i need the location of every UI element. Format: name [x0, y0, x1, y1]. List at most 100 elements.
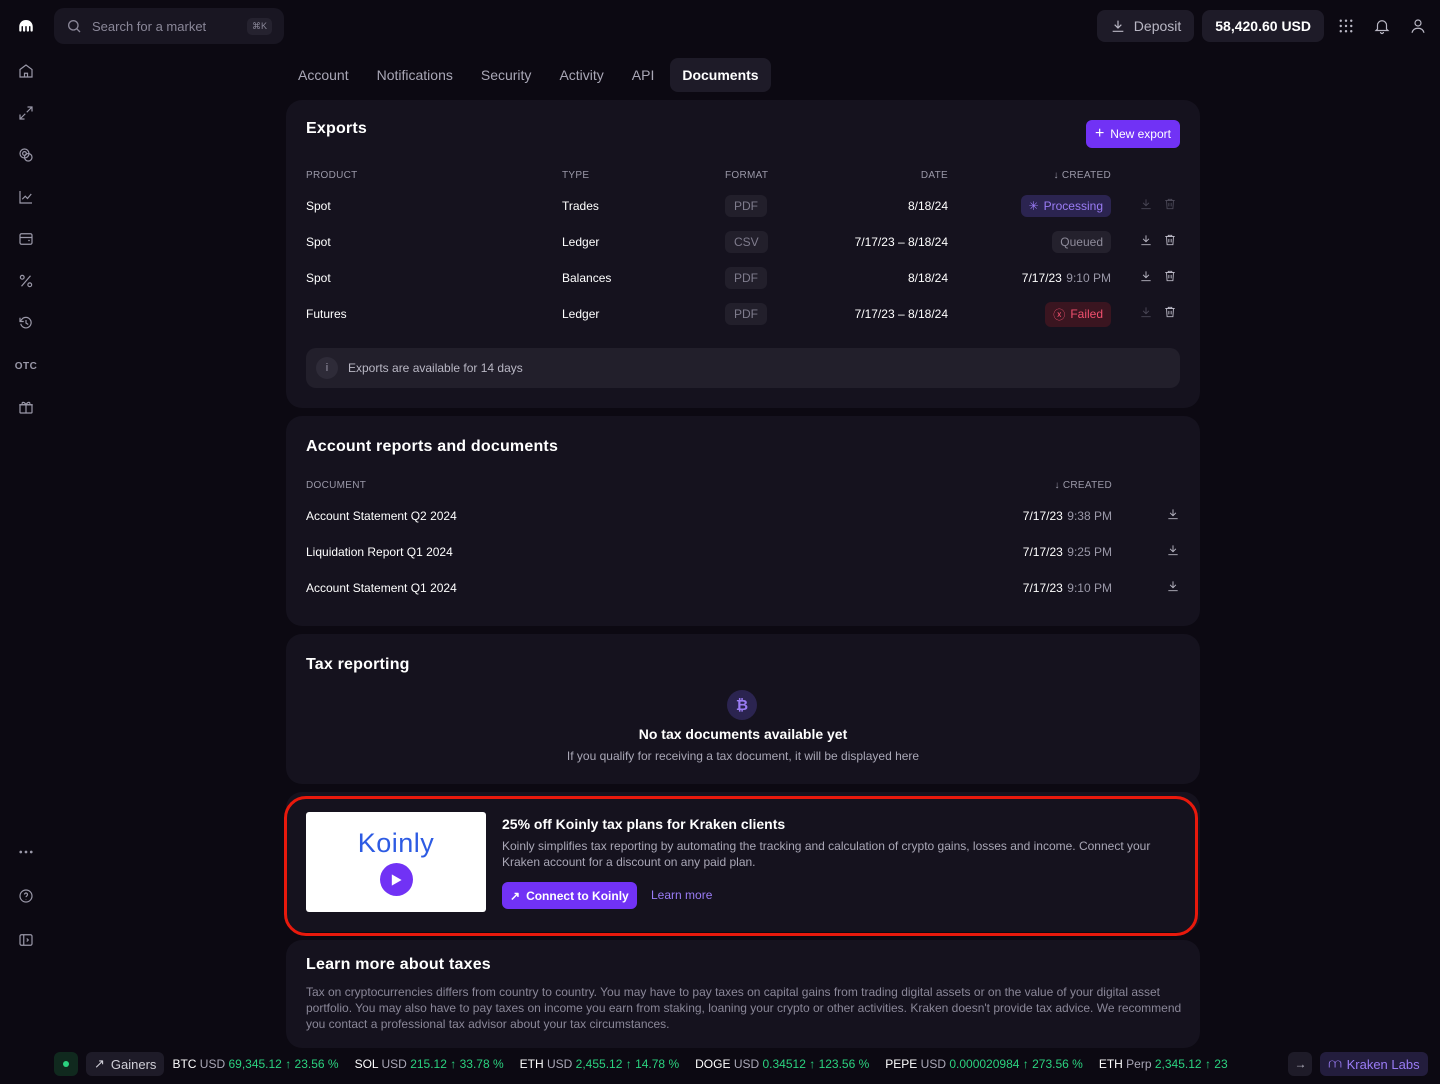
koinly-video-thumbnail[interactable]: Koinly — [306, 812, 486, 912]
document-name: Liquidation Report Q1 2024 — [306, 545, 453, 559]
tab-activity[interactable]: Activity — [559, 67, 604, 83]
play-icon[interactable] — [379, 863, 413, 896]
created-time: 9:10 PM — [1067, 581, 1112, 595]
trash-icon[interactable] — [1163, 233, 1177, 252]
export-row: Spot Balances PDF 8/18/24 7/17/23 9:10 P… — [306, 266, 1180, 290]
ticker-item[interactable]: ETH Perp 2,345.12 ↑ 23 — [1099, 1057, 1228, 1071]
ticker-item[interactable]: BTC USD 69,345.12 ↑ 23.56 % — [172, 1057, 338, 1071]
kraken-labs-button[interactable]: ⩋ Kraken Labs — [1320, 1052, 1428, 1076]
ticker-price: 0.34512 — [762, 1057, 806, 1071]
earn-icon[interactable] — [14, 143, 38, 167]
ticker-item[interactable]: PEPE USD 0.000020984 ↑ 273.56 % — [885, 1057, 1083, 1071]
download-icon — [1112, 20, 1124, 32]
type: Ledger — [562, 307, 600, 321]
trash-icon[interactable] — [1163, 269, 1177, 288]
ticker-price: 215.12 — [410, 1057, 447, 1071]
learn-more-link[interactable]: Learn more — [651, 888, 713, 902]
deposit-button[interactable]: Deposit — [1096, 10, 1195, 42]
gift-icon[interactable] — [14, 395, 38, 419]
chart-icon[interactable] — [14, 185, 38, 209]
ticker-item[interactable]: DOGE USD 0.34512 ↑ 123.56 % — [695, 1057, 869, 1071]
otc-link[interactable]: OTC — [14, 360, 38, 372]
created-time: 9:25 PM — [1067, 545, 1112, 559]
trending-icon: ↗ — [94, 1056, 105, 1071]
shortcut-badge: ⌘K — [246, 17, 272, 35]
ticker-quote: USD — [381, 1057, 407, 1071]
info-icon: i — [316, 357, 338, 379]
help-icon[interactable] — [14, 884, 38, 908]
tax-empty-subtitle: If you qualify for receiving a tax docum… — [566, 749, 920, 763]
status-badge: ⓧ Failed — [1045, 301, 1111, 327]
kraken-logo-icon[interactable] — [14, 14, 38, 38]
gainers-filter[interactable]: ↗ Gainers — [86, 1052, 165, 1076]
tab-api[interactable]: API — [631, 67, 655, 83]
highlight-ring — [284, 796, 1198, 936]
ticker-quote: Perp — [1126, 1057, 1152, 1071]
user-icon[interactable] — [1404, 12, 1432, 40]
date-range: 8/18/24 — [907, 271, 948, 285]
trash-icon[interactable] — [1163, 197, 1177, 216]
download-icon[interactable] — [1166, 543, 1180, 562]
apps-grid-icon[interactable] — [1332, 12, 1360, 40]
arrow-right-icon[interactable]: → — [1288, 1052, 1313, 1076]
col-document: DOCUMENT — [306, 480, 367, 491]
note-text: Exports are available for 14 days — [348, 361, 523, 375]
download-icon[interactable] — [1139, 269, 1153, 288]
arrow-up-icon: ↑ — [1204, 1057, 1211, 1071]
document-row: Account Statement Q1 2024 7/17/23 9:10 P… — [306, 576, 1180, 600]
created-date: 7/17/23 — [1022, 545, 1063, 559]
bell-icon[interactable] — [1368, 12, 1396, 40]
transfer-icon[interactable] — [14, 101, 38, 125]
download-icon[interactable] — [1166, 507, 1180, 526]
deposit-label: Deposit — [1133, 18, 1182, 34]
ticker-item[interactable]: ETH USD 2,455.12 ↑ 14.78 % — [520, 1057, 679, 1071]
history-icon[interactable] — [14, 311, 38, 335]
document-row: Liquidation Report Q1 2024 7/17/23 9:25 … — [306, 540, 1180, 564]
connect-koinly-button[interactable]: ↗ Connect to Koinly — [502, 882, 637, 909]
ticker-quote: USD — [733, 1057, 760, 1071]
search-input[interactable]: Search for a market ⌘K — [54, 8, 284, 44]
product: Spot — [306, 271, 331, 285]
percent-icon[interactable] — [14, 269, 38, 293]
tab-account[interactable]: Account — [298, 67, 349, 83]
arrow-up-icon: ↑ — [1022, 1057, 1029, 1071]
tab-notifications[interactable]: Notifications — [376, 67, 453, 83]
download-icon[interactable] — [1166, 579, 1180, 598]
arrow-up-icon: ↑ — [625, 1057, 632, 1071]
tab-documents[interactable]: Documents — [670, 58, 771, 92]
export-row: Futures Ledger PDF 7/17/23 – 8/18/24 ⓧ Fa… — [306, 301, 1180, 327]
tab-security[interactable]: Security — [480, 67, 532, 83]
ticker-quote: USD — [199, 1057, 226, 1071]
wallet-icon[interactable] — [14, 227, 38, 251]
ticker-change: 33.78 % — [459, 1057, 504, 1071]
ticker-item[interactable]: SOL USD 215.12 ↑ 33.78 % — [355, 1057, 504, 1071]
tax-empty-title: No tax documents available yet — [638, 726, 848, 742]
document-name: Account Statement Q1 2024 — [306, 581, 457, 595]
new-export-button[interactable]: + New export — [1085, 120, 1180, 148]
product: Futures — [306, 307, 347, 321]
exports-title: Exports — [306, 120, 367, 137]
type: Ledger — [562, 235, 600, 249]
created-date: 7/17/23 — [1022, 581, 1063, 595]
home-icon[interactable] — [14, 59, 38, 83]
ticker-background — [0, 1048, 1440, 1084]
trash-icon[interactable] — [1163, 305, 1177, 324]
format-badge: CSV — [725, 231, 768, 253]
created-time: 9:38 PM — [1067, 509, 1112, 523]
download-icon[interactable] — [1139, 197, 1153, 216]
more-icon[interactable] — [14, 840, 38, 864]
ticker-symbol: ETH — [1098, 1057, 1123, 1071]
download-icon[interactable] — [1139, 305, 1153, 324]
collapse-sidebar-icon[interactable] — [14, 928, 38, 952]
status-text: Processing — [1043, 199, 1103, 213]
live-status-icon — [54, 1052, 78, 1076]
col-created[interactable]: ↓ CREATED — [1053, 170, 1111, 181]
date-range: 8/18/24 — [907, 199, 948, 213]
col-created[interactable]: ↓ CREATED — [1054, 480, 1112, 491]
ticker-change: 14.78 % — [635, 1057, 680, 1071]
ticker-symbol: SOL — [354, 1057, 379, 1071]
reports-title: Account reports and documents — [306, 438, 559, 455]
balance-button[interactable]: 58,420.60 USD — [1202, 10, 1324, 42]
ticker-change: 123.56 % — [818, 1057, 870, 1071]
download-icon[interactable] — [1139, 233, 1153, 252]
